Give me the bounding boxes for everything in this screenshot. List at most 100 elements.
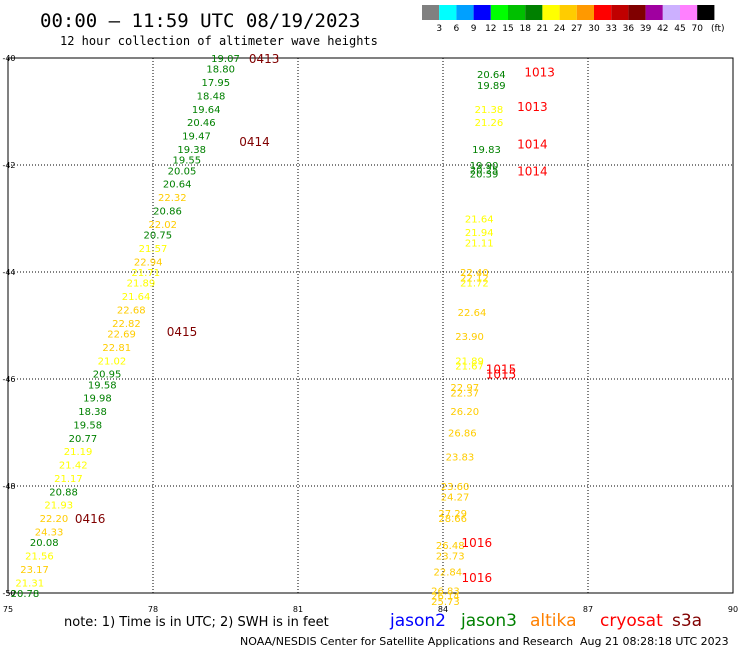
legend-label: 36: [623, 24, 635, 34]
wave-height-label: 19.38: [177, 145, 206, 156]
legend-label: 27: [571, 24, 582, 34]
legend-label: 12: [485, 24, 496, 34]
wave-height-label: 26.83: [431, 586, 460, 597]
legend-label: 24: [554, 24, 566, 34]
pass-time-label: 1016: [462, 571, 493, 585]
legend-swatch: [542, 5, 560, 20]
wave-height-label: 26.14: [431, 592, 460, 603]
wave-height-label: 21.71: [131, 268, 160, 279]
wave-height-label: 21.38: [475, 105, 504, 116]
pass-time-label: 1014: [517, 138, 548, 152]
wave-height-label: 21.56: [25, 552, 54, 563]
legend-unit: (ft): [711, 24, 725, 34]
pass-time-labels: 0413 0414 0415 0416 1013 1013 1014 1014 10151015…: [75, 52, 555, 585]
wave-height-label: 17.95: [202, 78, 231, 89]
satellite-name: jason2: [389, 611, 446, 631]
pass-time-label: 0413: [249, 52, 280, 66]
wave-height-label: 22.69: [107, 330, 136, 341]
wave-height-label: 21.89: [127, 279, 156, 290]
wave-height-label: 21.72: [460, 279, 489, 290]
wave-height-label: 22.97: [450, 383, 479, 394]
wave-height-label: 22.84: [434, 568, 463, 579]
satellite-name: jason3: [460, 611, 517, 631]
wave-height-label: 22.68: [117, 305, 146, 316]
wave-height-label: 26.20: [450, 407, 479, 418]
wave-height-label: 18.48: [197, 91, 226, 102]
pass-time-label: 1013: [524, 65, 555, 79]
legend-swatch: [680, 5, 698, 20]
wave-height-label: 21.94: [465, 228, 494, 239]
legend-label: 42: [657, 24, 668, 34]
wave-height-label: 22.64: [458, 308, 487, 319]
wave-height-label: 22.94: [134, 257, 163, 268]
legend-swatch: [576, 5, 594, 20]
wave-height-label: 22.02: [148, 220, 177, 231]
legend-label: 18: [519, 24, 531, 34]
legend-swatch: [697, 5, 715, 20]
chart-subtitle: 12 hour collection of altimeter wave hei…: [60, 34, 378, 48]
wave-height-label: 22.12: [460, 273, 489, 284]
wave-height-label: 22.20: [40, 514, 69, 525]
footer-timestamp: Aug 21 08:28:18 UTC 2023: [580, 635, 729, 648]
legend-label: 15: [502, 24, 513, 34]
wave-height-label: 19.07: [211, 54, 240, 65]
wave-height-label: 19.55: [173, 156, 202, 167]
wave-height-label: 20.78: [11, 589, 40, 600]
legend-label: 45: [674, 24, 685, 34]
y-tick-label: -46: [2, 375, 15, 384]
wave-height-label: 18.80: [206, 65, 235, 76]
wave-height-label: 21.19: [64, 447, 93, 458]
wave-height-label: 23.90: [455, 332, 484, 343]
wave-height-label: 21.93: [44, 501, 73, 512]
legend-label: 6: [454, 24, 460, 34]
wave-height-label: 21.31: [15, 578, 44, 589]
wave-height-label: 23.73: [436, 552, 465, 563]
x-tick-label: 84: [438, 605, 448, 614]
legend-swatch: [611, 5, 629, 20]
wave-height-label: 20.86: [153, 206, 182, 217]
wave-height-label: 19.58: [73, 420, 102, 431]
wave-height-label: 19.89: [477, 81, 506, 92]
wave-height-label: 23.17: [20, 565, 49, 576]
y-tick-label: -44: [2, 268, 15, 277]
wave-height-label: 27.29: [438, 509, 467, 520]
legend-label: 39: [640, 24, 652, 34]
wave-height-label: 19.64: [192, 105, 221, 116]
wave-height-label: 21.42: [59, 461, 88, 472]
chart-title: 00:00 – 11:59 UTC 08/19/2023: [40, 10, 360, 32]
pass-time-label: 1015: [486, 362, 517, 376]
color-legend: 3 6 9 12 15 18 21 24 27 30 33 36 39 42 45 70: [422, 5, 715, 34]
wave-height-label: 20.77: [69, 434, 98, 445]
x-tick-label: 75: [3, 605, 13, 614]
wave-height-label: 22.37: [450, 388, 479, 399]
wave-height-label: 20.88: [49, 487, 78, 498]
wave-height-label: 19.83: [472, 145, 501, 156]
y-tick-label: -42: [2, 161, 15, 170]
wave-height-label: 20.39: [470, 170, 499, 181]
legend-label: 9: [471, 24, 477, 34]
wave-height-label: 21.26: [475, 118, 504, 129]
wave-height-label: 21.64: [122, 292, 151, 303]
legend-swatch: [422, 5, 440, 20]
wave-height-label: 22.81: [102, 343, 131, 354]
wave-height-label: 22.32: [158, 193, 187, 204]
legend-label: 33: [605, 24, 616, 34]
y-tick-labels: -40 -42 -44 -46 -48 -50: [2, 54, 15, 598]
x-tick-label: 78: [148, 605, 158, 614]
wave-height-label: 20.46: [187, 118, 216, 129]
satellite-name: s3a: [672, 611, 702, 631]
wave-height-label: 21.57: [139, 244, 168, 255]
pass-time-label: 1015: [486, 368, 517, 382]
wave-height-label: 19.47: [182, 132, 211, 143]
wave-height-label: 22.40: [460, 268, 489, 279]
wave-height-label: 20.64: [477, 70, 506, 81]
y-tick-label: -40: [2, 54, 15, 63]
y-tick-label: -50: [2, 589, 15, 598]
legend-label: 3: [436, 24, 442, 34]
x-tick-labels: 75 78 81 84 87 90: [3, 605, 738, 614]
wave-height-label: 23.83: [446, 453, 475, 464]
pass-time-label: 1016: [462, 536, 493, 550]
wave-height-label: 18.38: [78, 407, 107, 418]
wave-height-label: 21.17: [54, 474, 83, 485]
x-tick-label: 90: [728, 605, 738, 614]
